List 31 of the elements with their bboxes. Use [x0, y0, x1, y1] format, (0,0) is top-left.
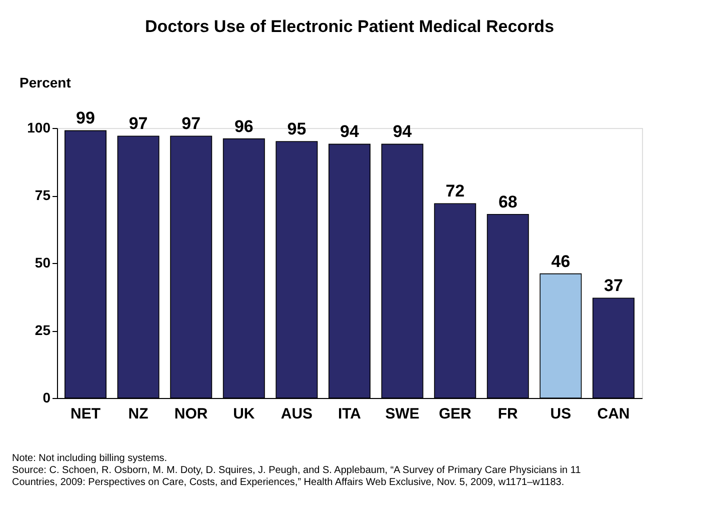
data-label: 72: [446, 182, 465, 201]
x-tick-label: SWE: [385, 406, 420, 422]
x-tick-label: NZ: [128, 406, 148, 422]
x-tick-label: UK: [233, 406, 255, 422]
x-tick-label: CAN: [597, 406, 630, 422]
data-label: 46: [551, 252, 570, 271]
y-tick-label: 25: [34, 322, 51, 338]
data-label: 94: [340, 122, 360, 142]
x-tick-label: GER: [438, 406, 472, 422]
data-label: 97: [182, 114, 201, 134]
data-label: 95: [287, 120, 306, 138]
x-tick-label: NET: [70, 406, 101, 422]
x-tick-label: FR: [498, 406, 518, 422]
x-tick-label: US: [550, 406, 572, 422]
source-note: Source: C. Schoen, R. Osborn, M. M. Doty, D. Squires, J. Peugh, and S. Applebaum, “A Survey of Primary Care Physicians in 11 Countries, 2009: Perspectives on Care, Costs, and Experiences,” Health Affairs Web Exclusive, Nov. 5, 2009, w1171–w1183.: [12, 465, 582, 488]
x-tick-label: AUS: [280, 406, 313, 422]
data-label: 96: [234, 116, 254, 136]
y-tick-label: 0: [42, 390, 51, 406]
chart-title: Doctors Use of Electronic Patient Medical Records: [144, 17, 554, 36]
data-label: 94: [392, 122, 412, 142]
data-label: 99: [76, 108, 95, 128]
data-label: 68: [498, 192, 518, 212]
data-label: 37: [604, 276, 623, 296]
y-tick-label: 75: [34, 187, 51, 203]
x-tick-label: ITA: [338, 406, 362, 422]
y-tick-label: 50: [34, 254, 51, 270]
data-label: 97: [128, 114, 148, 134]
y-tick-label: 100: [27, 120, 51, 136]
y-axis-title: Percent: [20, 74, 72, 90]
text: Note: Not including billing systems.: [12, 453, 168, 464]
x-tick-label: NOR: [174, 406, 208, 422]
